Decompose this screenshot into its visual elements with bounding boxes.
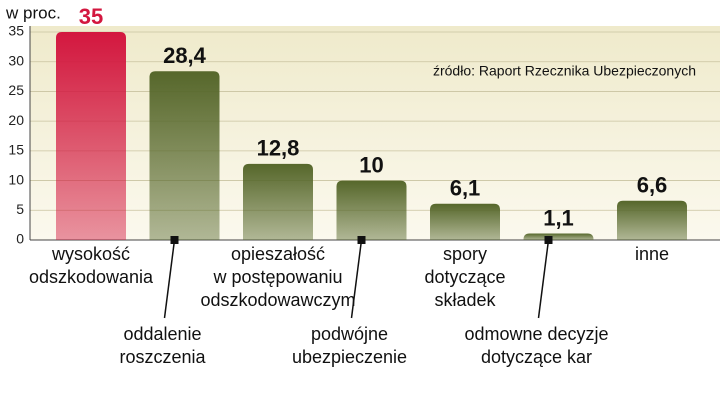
- value-label: 6,1: [450, 176, 481, 201]
- x-tick-label-line: roszczenia: [119, 347, 206, 367]
- x-tick-label: oddalenie roszczenia: [119, 324, 206, 367]
- y-tick-label: 20: [8, 112, 24, 128]
- bar: [523, 233, 594, 240]
- bar: [243, 163, 313, 240]
- x-tick-label: wysokość odszkodowania: [29, 244, 154, 287]
- value-label: 28,4: [163, 43, 207, 68]
- y-tick-label: 5: [16, 201, 24, 217]
- value-label: 12,8: [257, 136, 300, 161]
- bar: [149, 71, 220, 240]
- x-tick-label-line: w postępowaniu: [212, 267, 342, 287]
- y-tick-label: 0: [16, 231, 24, 247]
- x-tick-label-line: ubezpieczenie: [292, 347, 407, 367]
- x-tick-label: spory dotyczące składek: [424, 244, 505, 310]
- bar: [617, 200, 687, 240]
- x-tick-label-line: odszkodowania: [29, 267, 154, 287]
- x-tick-label: inne: [635, 244, 669, 264]
- bar: [336, 180, 407, 240]
- x-tick-label-line: odszkodowawczym: [200, 290, 355, 310]
- x-tick-label-line: podwójne: [311, 324, 388, 344]
- x-tick-label: podwójne ubezpieczenie: [292, 324, 407, 367]
- leader-line: [537, 239, 550, 319]
- source: źródło: Raport Rzecznika Ubezpieczonych: [433, 63, 696, 79]
- x-tick-label-line: składek: [434, 290, 496, 310]
- x-tick-label-line: inne: [635, 244, 669, 264]
- y-tick-label: 35: [8, 23, 24, 39]
- value-label: 6,6: [637, 173, 668, 198]
- bar: [430, 203, 500, 240]
- y-tick-label: 10: [8, 171, 24, 187]
- x-tick-label: opieszałość w postępowaniu odszkodowawczym: [200, 244, 355, 310]
- x-tick-label-line: opieszałość: [231, 244, 325, 264]
- unit-label: w proc.: [5, 3, 61, 22]
- x-tick-label-line: odmowne decyzje: [464, 324, 608, 344]
- bar: [56, 32, 126, 240]
- value-label: 1,1: [543, 205, 574, 230]
- x-tick-label-line: spory: [443, 244, 487, 264]
- y-tick-label: 30: [8, 52, 24, 68]
- x-tick-label-line: dotyczące kar: [481, 347, 592, 367]
- x-tick-label-line: wysokość: [51, 244, 130, 264]
- x-tick-label-line: oddalenie: [123, 324, 201, 344]
- value-label: 35: [79, 4, 103, 29]
- value-label: 10: [359, 152, 383, 177]
- y-tick-label: 15: [8, 142, 24, 158]
- x-tick-label-line: dotyczące: [424, 267, 505, 287]
- x-tick-label: odmowne decyzje dotyczące kar: [464, 324, 608, 367]
- leader-line: [350, 239, 363, 319]
- leader-line: [163, 239, 176, 319]
- y-tick-label: 25: [8, 82, 24, 98]
